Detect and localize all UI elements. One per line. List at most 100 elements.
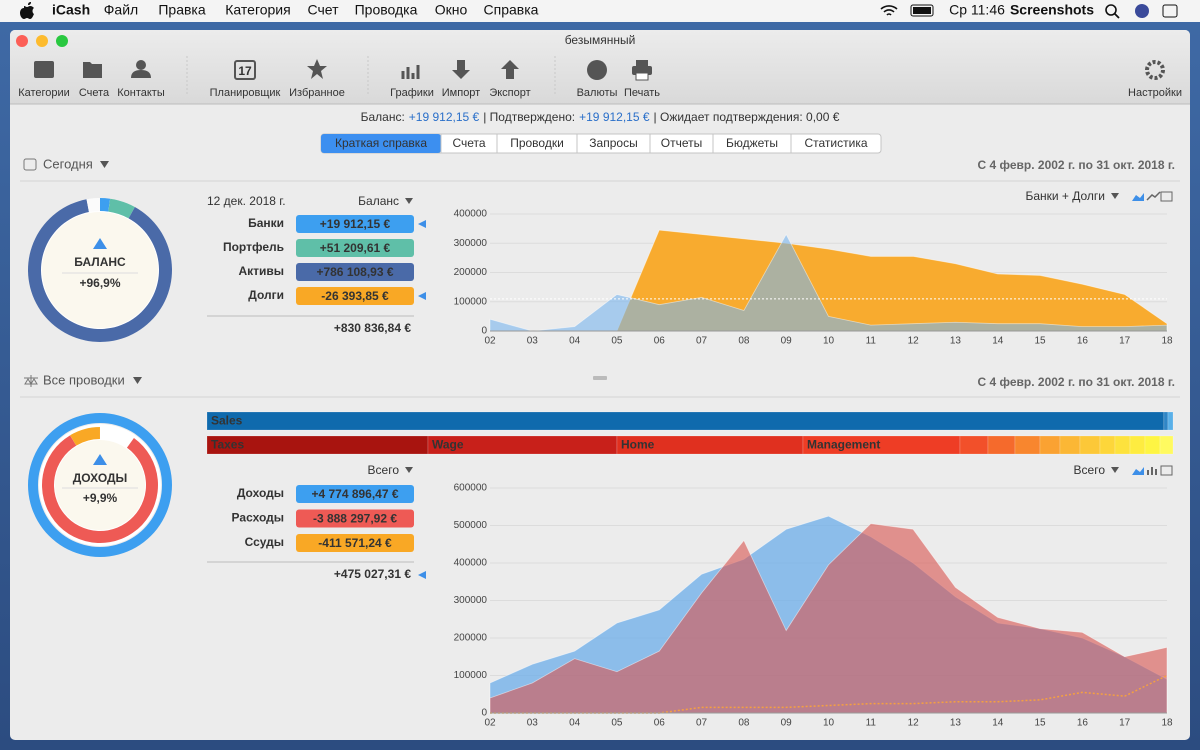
menu-item[interactable]: Справка — [484, 2, 539, 18]
value-pill — [296, 509, 414, 528]
tab[interactable]: Проводки — [510, 136, 564, 150]
dropdown-arrow — [1111, 467, 1119, 473]
control-icon[interactable] — [1162, 4, 1178, 18]
wifi-icon[interactable] — [880, 5, 898, 16]
row-label: Доходы — [237, 486, 284, 500]
icon-favorites — [307, 59, 327, 79]
chart-selector[interactable]: Банки + Долги — [1025, 189, 1105, 203]
dropdown-arrow — [405, 467, 413, 473]
bar-segment[interactable] — [1014, 435, 1041, 455]
menu-item[interactable]: Категория — [225, 2, 290, 18]
tab[interactable]: Запросы — [589, 136, 637, 150]
section-title[interactable]: Сегодня — [43, 156, 93, 171]
icon-export — [501, 60, 519, 79]
chart-mode-table[interactable] — [1160, 465, 1173, 476]
menu-item[interactable]: Проводка — [355, 2, 418, 18]
bar-segment[interactable] — [1129, 435, 1146, 455]
bar-segment[interactable] — [802, 435, 961, 455]
toolbar-button[interactable]: Планировщик — [210, 87, 281, 99]
dropdown-arrow — [100, 161, 109, 168]
bar-segment[interactable] — [206, 411, 1165, 431]
menu-item[interactable]: Файл — [104, 2, 138, 18]
total: +475 027,31 € — [334, 567, 411, 581]
chart-mode-area[interactable] — [1132, 193, 1144, 201]
status-label: | Ожидает подтверждения: 0,00 € — [654, 110, 840, 124]
status-value: +19 912,15 € — [409, 110, 480, 124]
selector[interactable]: Всего — [368, 463, 400, 477]
value-pill — [296, 239, 414, 257]
menu-items: Файл Правка Категория Счет Проводка Окно Справ… — [104, 2, 539, 18]
toolbar-button[interactable]: Настройки — [1128, 87, 1182, 99]
user-menu[interactable]: Screenshots — [1010, 2, 1094, 18]
toolbar-button[interactable]: Счета — [79, 87, 110, 99]
siri-icon[interactable] — [1135, 4, 1149, 18]
zoom-button[interactable] — [56, 35, 68, 47]
bar-segment[interactable] — [987, 435, 1016, 455]
chart-selector[interactable]: Всего — [1074, 463, 1106, 477]
x-tick-label: 09 — [781, 718, 793, 729]
tab[interactable]: Статистика — [804, 136, 867, 150]
segment-label: Home — [621, 438, 655, 452]
toolbar-button[interactable]: Категории — [18, 87, 70, 99]
toolbar-button[interactable]: Контакты — [117, 87, 165, 99]
bar-segment[interactable] — [1059, 435, 1081, 455]
toolbar-button[interactable]: Валюты — [577, 87, 618, 99]
toolbar-button[interactable]: Избранное — [289, 87, 345, 99]
bar-segment[interactable] — [1099, 435, 1116, 455]
donut-label: БАЛАНС — [74, 255, 126, 269]
chart-mode-bar[interactable] — [1147, 467, 1157, 475]
tab[interactable]: Отчеты — [661, 136, 702, 150]
chart-mode-area[interactable] — [1132, 467, 1144, 475]
icon-settings — [1145, 60, 1165, 80]
toolbar-button[interactable]: Печать — [624, 87, 660, 99]
x-tick-label: 08 — [738, 718, 750, 729]
toolbar-icons: 17 — [34, 56, 1165, 96]
x-tick-label: 10 — [823, 336, 835, 347]
section-title[interactable]: Все проводки — [43, 372, 125, 387]
row-value: +786 108,93 € — [316, 265, 393, 279]
menu-item[interactable]: Счет — [308, 2, 340, 18]
dropdown-arrow — [133, 377, 142, 384]
selector[interactable]: Баланс — [358, 194, 399, 208]
bar-segment[interactable] — [1163, 411, 1169, 431]
menu-item[interactable]: Окно — [435, 2, 468, 18]
tab[interactable]: Бюджеты — [726, 136, 778, 150]
up-indicator — [93, 454, 107, 465]
chart-mode-table[interactable] — [1160, 191, 1173, 202]
tab[interactable]: Краткая справка — [335, 136, 427, 150]
bar-segment[interactable] — [1144, 435, 1161, 455]
clock[interactable]: Ср 11:46 — [949, 2, 1005, 18]
bar-segment[interactable] — [1114, 435, 1131, 455]
splitter[interactable] — [593, 376, 607, 380]
section-icon — [23, 158, 37, 171]
row-value: +51 209,61 € — [320, 241, 391, 255]
y-tick-label: 300000 — [454, 238, 488, 249]
date-range: С 4 февр. 2002 г. по 31 окт. 2018 г. — [978, 375, 1175, 389]
apple-logo[interactable] — [20, 2, 34, 19]
bar-segment[interactable] — [1159, 435, 1174, 455]
app-menu[interactable]: iCash — [52, 2, 90, 18]
close-button[interactable] — [16, 35, 28, 47]
icon-scheduler — [234, 60, 256, 80]
bar-segment[interactable] — [1079, 435, 1101, 455]
toolbar-button[interactable]: Импорт — [442, 87, 480, 99]
icon-print-out — [635, 72, 649, 81]
toolbar-button[interactable]: Графики — [390, 87, 434, 99]
toolbar-button[interactable]: Экспорт — [489, 87, 530, 99]
bar-segment[interactable] — [1167, 411, 1174, 431]
donut-label: ДОХОДЫ — [73, 471, 128, 485]
status-line: Баланс: +19 912,15 € | Подтверждено: +19 91… — [361, 110, 840, 124]
battery-icon[interactable] — [910, 4, 934, 17]
icon-contacts-body — [131, 70, 151, 78]
search-icon[interactable] — [1105, 4, 1117, 16]
bar-segment[interactable] — [959, 435, 989, 455]
tab-active — [321, 134, 441, 153]
icon-print-paper — [636, 60, 648, 66]
minimize-button[interactable] — [36, 35, 48, 47]
tab[interactable]: Счета — [452, 136, 485, 150]
y-tick-label: 100000 — [454, 670, 488, 681]
x-tick-label: 15 — [1035, 718, 1047, 729]
chart-mode-line[interactable] — [1146, 191, 1161, 201]
bar-segment[interactable] — [1039, 435, 1061, 455]
menu-item[interactable]: Правка — [158, 2, 206, 18]
